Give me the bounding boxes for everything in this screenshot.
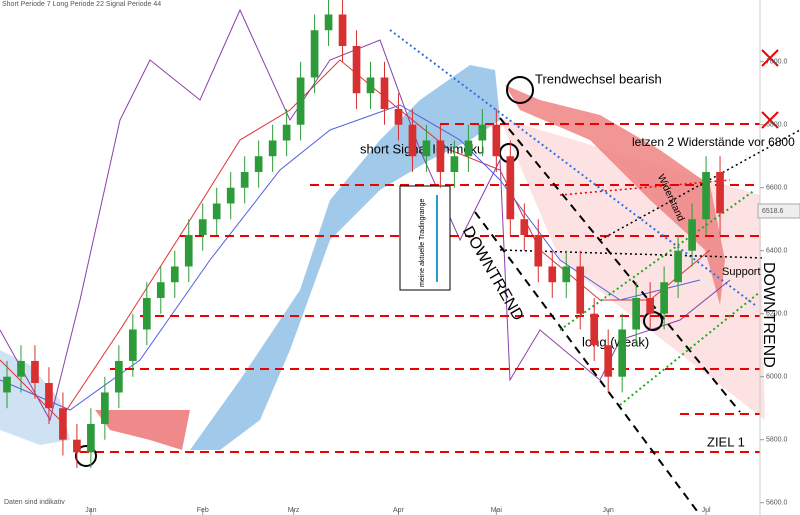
candle-body <box>212 203 221 220</box>
candle-body <box>422 140 431 157</box>
x-tick-label: Mai <box>491 507 503 514</box>
candle-body <box>352 45 361 94</box>
candle-body <box>660 282 668 314</box>
candle-body <box>296 77 305 125</box>
candle-body <box>338 14 347 46</box>
candle-body <box>702 171 710 220</box>
annotation: Support <box>722 266 761 278</box>
candle-body <box>604 345 613 377</box>
candle-body <box>254 156 263 172</box>
candle-body <box>156 282 165 298</box>
candle-body <box>506 156 515 220</box>
candle-body <box>436 140 445 172</box>
candle-body <box>101 392 109 424</box>
candle-body <box>716 171 724 214</box>
candle-body <box>478 124 487 141</box>
y-tick-label: 6200.0 <box>766 311 788 318</box>
candle-body <box>464 140 473 157</box>
x-tick-label: Jul <box>702 507 711 514</box>
candle-body <box>408 124 417 157</box>
last-price: 6518.6 <box>762 208 784 215</box>
annotation: long (weak) <box>582 334 649 349</box>
y-tick-label: 6400.0 <box>766 248 788 255</box>
y-tick-label: 6600.0 <box>766 185 788 192</box>
candle-body <box>128 329 137 361</box>
candle-body <box>646 297 654 314</box>
candle-body <box>31 360 39 384</box>
candle-body <box>282 124 291 141</box>
candle-body <box>226 187 235 204</box>
annotation: ZIEL 1 <box>707 434 745 449</box>
candle-body <box>170 266 179 283</box>
candle-body <box>17 360 25 377</box>
y-tick-label: 6000.0 <box>766 374 788 381</box>
annotation: DOWNTREND <box>459 224 527 324</box>
annotation: meine aktuelle Tradingrange <box>419 199 426 287</box>
candle-body <box>268 140 277 157</box>
candle-body <box>674 250 682 283</box>
candle-body <box>548 266 557 283</box>
candle-body <box>632 297 641 330</box>
candle-body <box>310 30 319 78</box>
candle-body <box>59 408 67 440</box>
candle-body <box>3 376 11 393</box>
candle-body <box>184 234 193 267</box>
candle-body <box>380 77 389 109</box>
header: Short Periode 7 Long Periode 22 Signal P… <box>2 1 161 8</box>
candle-body <box>114 360 123 393</box>
candle-body <box>198 219 207 235</box>
candle-body <box>87 423 95 453</box>
candle-body <box>240 171 249 188</box>
y-tick-label: 5600.0 <box>766 500 788 507</box>
candle-body <box>324 14 333 31</box>
annotation: short Signal Ichimoku <box>360 141 484 156</box>
candle-body <box>534 234 543 267</box>
candle-body <box>590 313 599 346</box>
candle-body <box>394 108 403 125</box>
candle-body <box>45 383 53 409</box>
candle-body <box>576 266 585 314</box>
candle-body <box>73 439 81 453</box>
y-tick-label: 6800.0 <box>766 122 788 129</box>
x-tick-label: Apr <box>393 507 405 514</box>
candle-body <box>142 297 151 330</box>
x-tick-label: Feb <box>197 507 209 514</box>
annotation: Trendwechsel bearish <box>535 71 662 86</box>
annotation: letzen 2 Widerstände vor 6800 <box>632 135 795 149</box>
candle-body <box>688 219 696 251</box>
candle-body <box>450 156 459 172</box>
candle-body <box>366 77 375 94</box>
y-tick-label: 7000.0 <box>766 59 788 66</box>
annotation: DOWNTREND <box>760 262 777 368</box>
candle-body <box>492 124 501 157</box>
x-tick-label: Jun <box>603 507 614 514</box>
candle-body <box>618 329 627 377</box>
footer: Daten sind indikativ <box>4 499 65 506</box>
candle-body <box>520 219 529 235</box>
x-tick-label: Mrz <box>288 507 300 514</box>
y-tick-label: 5800.0 <box>766 437 788 444</box>
candle-body <box>562 266 571 283</box>
x-tick-label: Jan <box>85 507 96 514</box>
